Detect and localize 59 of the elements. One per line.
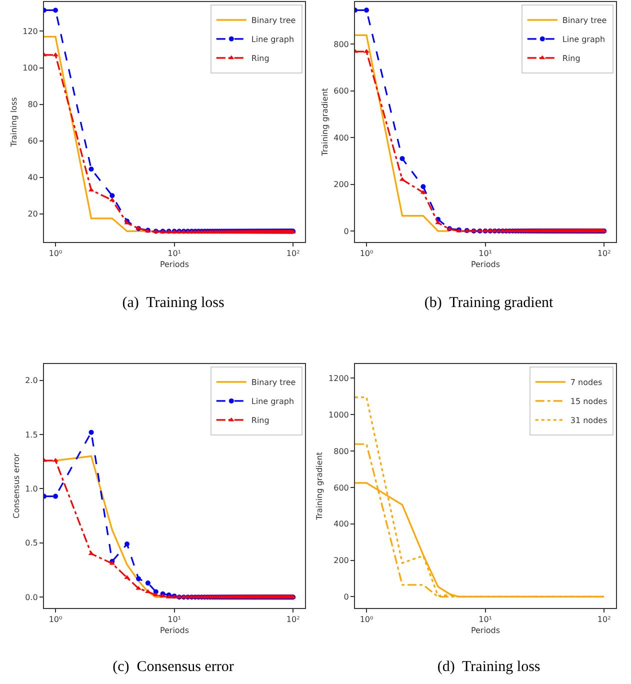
legend-label: Line graph [251,397,294,406]
y-axis-title: Consensus error [12,452,21,519]
x-tick-label: 10² [597,249,611,258]
y-tick-label: 600 [334,483,349,492]
x-tick-label: 10² [597,615,611,624]
text: (c) Consensus error [112,659,234,676]
y-tick-label: 80 [28,100,38,110]
y-axis-title: Training gradient [320,88,330,157]
x-tick-label: 10⁰ [360,615,374,624]
y-tick-label: 20 [28,210,38,219]
y-tick-label: 1200 [328,374,349,383]
y-tick-label: 120 [22,27,38,36]
x-tick-label: 10² [286,615,300,624]
x-axis-title: Periods [160,260,190,270]
text: (d) Training loss [437,659,540,676]
y-tick-label: 1.5 [25,430,38,440]
x-axis-title: Periods [470,626,500,636]
y-tick-label: 1.0 [25,484,38,494]
x-tick-label: 10⁰ [48,249,62,258]
x-tick-label: 10⁰ [360,249,374,258]
y-axis-title: Training loss [9,97,18,148]
y-tick-label: 1000 [328,410,349,420]
legend-label: 7 nodes [570,378,602,388]
legend-label: Ring [562,54,580,64]
legend-label: Ring [251,54,270,64]
legend-label: Line graph [251,35,294,44]
y-tick-label: 800 [334,40,349,49]
x-axis-title: Periods [470,260,500,270]
x-tick-label: 10¹ [168,615,181,624]
y-tick-label: 2.0 [25,376,38,386]
text: (b) Training gradient [424,295,554,312]
y-axis-title: Training gradient [315,452,324,521]
y-tick-label: 800 [334,446,349,456]
x-axis-title: Periods [160,626,190,636]
y-tick-label: 100 [22,64,38,73]
legend-label: 15 nodes [570,397,608,406]
x-tick-label: 10⁰ [48,615,62,624]
legend-label: Line graph [562,35,606,44]
legend-label: Binary tree [251,16,296,26]
x-tick-label: 10² [286,249,300,258]
x-tick-label: 10¹ [478,249,492,258]
legend-label: Binary tree [562,16,607,26]
text: (a) Training loss [122,295,224,312]
y-tick-label: 0 [344,226,349,236]
legend-label: Ring [251,416,270,426]
y-tick-label: 60 [28,136,38,146]
y-tick-label: 0.5 [25,538,38,548]
legend-label: Binary tree [251,378,296,388]
y-tick-label: 400 [334,133,349,142]
y-tick-label: 600 [334,86,349,96]
y-tick-label: 200 [334,180,349,190]
y-tick-label: 400 [334,520,349,529]
x-tick-label: 10¹ [168,249,181,258]
y-tick-label: 0 [344,592,349,602]
y-tick-label: 40 [28,173,38,182]
y-tick-label: 200 [334,556,349,566]
y-tick-label: 0.0 [25,592,38,602]
legend-label: 31 nodes [570,416,608,426]
x-tick-label: 10¹ [478,615,492,624]
